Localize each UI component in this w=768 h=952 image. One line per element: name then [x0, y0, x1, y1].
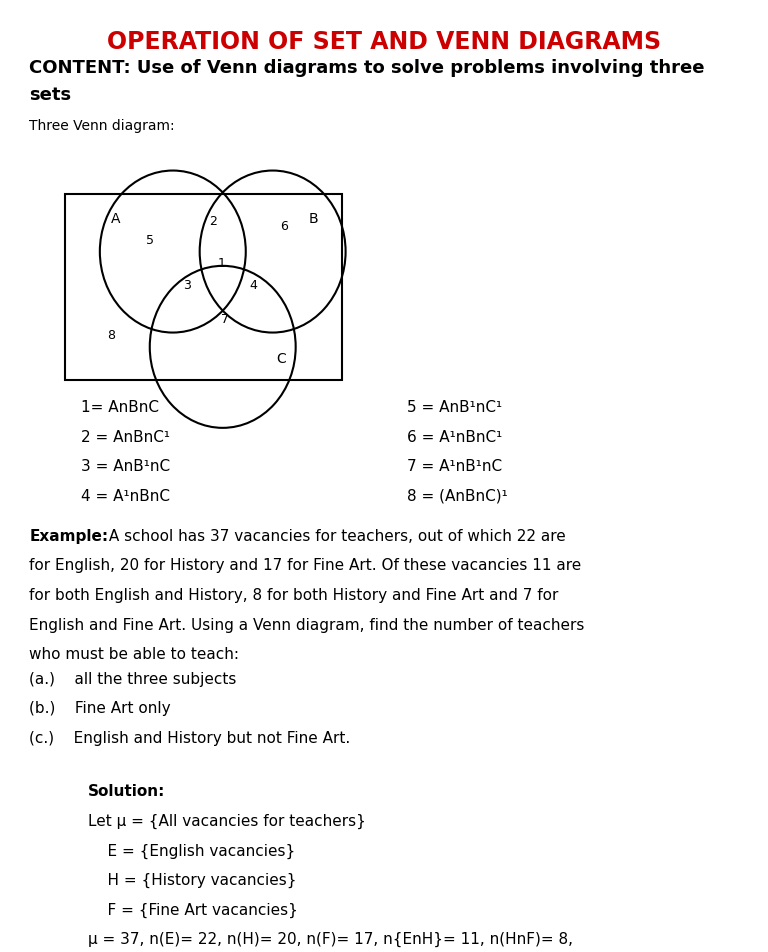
Text: 7: 7: [221, 312, 229, 326]
Text: 2 = AnBnC¹: 2 = AnBnC¹: [81, 429, 170, 445]
Text: C: C: [276, 352, 286, 366]
Text: sets: sets: [29, 86, 71, 104]
Text: 3: 3: [183, 279, 190, 292]
Text: for both English and History, 8 for both History and Fine Art and 7 for: for both English and History, 8 for both…: [29, 587, 558, 603]
Text: 7 = A¹nB¹nC: 7 = A¹nB¹nC: [407, 459, 502, 474]
Text: 8: 8: [108, 328, 115, 342]
Text: B: B: [309, 212, 318, 226]
Text: F = {Fine Art vacancies}: F = {Fine Art vacancies}: [88, 902, 298, 917]
Text: 4: 4: [250, 279, 257, 292]
Text: 3 = AnB¹nC: 3 = AnB¹nC: [81, 459, 170, 474]
Text: Example:: Example:: [29, 528, 108, 544]
Text: English and Fine Art. Using a Venn diagram, find the number of teachers: English and Fine Art. Using a Venn diagr…: [29, 617, 584, 632]
Text: CONTENT: Use of Venn diagrams to solve problems involving three: CONTENT: Use of Venn diagrams to solve p…: [29, 59, 705, 77]
Text: 4 = A¹nBnC: 4 = A¹nBnC: [81, 488, 170, 504]
Text: 8 = (AnBnC)¹: 8 = (AnBnC)¹: [407, 488, 508, 504]
Text: 6: 6: [280, 220, 288, 233]
Text: 1= AnBnC: 1= AnBnC: [81, 400, 159, 415]
Text: 5 = AnB¹nC¹: 5 = AnB¹nC¹: [407, 400, 502, 415]
Text: A school has 37 vacancies for teachers, out of which 22 are: A school has 37 vacancies for teachers, …: [104, 528, 566, 544]
Bar: [65, 195, 342, 381]
Text: Let μ = {All vacancies for teachers}: Let μ = {All vacancies for teachers}: [88, 813, 366, 828]
Text: for English, 20 for History and 17 for Fine Art. Of these vacancies 11 are: for English, 20 for History and 17 for F…: [29, 558, 581, 573]
Text: 6 = A¹nBnC¹: 6 = A¹nBnC¹: [407, 429, 502, 445]
Text: Solution:: Solution:: [88, 783, 166, 799]
Text: H = {History vacancies}: H = {History vacancies}: [88, 872, 296, 887]
Text: μ = 37, n(E)= 22, n(H)= 20, n(F)= 17, n{EnH}= 11, n(HnF)= 8,: μ = 37, n(E)= 22, n(H)= 20, n(F)= 17, n{…: [88, 931, 574, 946]
Text: who must be able to teach:: who must be able to teach:: [29, 646, 239, 662]
Text: Three Venn diagram:: Three Venn diagram:: [29, 119, 175, 133]
Text: OPERATION OF SET AND VENN DIAGRAMS: OPERATION OF SET AND VENN DIAGRAMS: [107, 30, 661, 54]
Text: 5: 5: [146, 233, 154, 247]
Text: E = {English vacancies}: E = {English vacancies}: [88, 843, 296, 858]
Text: A: A: [111, 212, 120, 226]
Text: (a.)    all the three subjects: (a.) all the three subjects: [29, 671, 237, 686]
Text: (c.)    English and History but not Fine Art.: (c.) English and History but not Fine Ar…: [29, 730, 350, 745]
Text: 1: 1: [217, 256, 225, 269]
Text: (b.)    Fine Art only: (b.) Fine Art only: [29, 701, 170, 716]
Text: 2: 2: [210, 214, 217, 228]
